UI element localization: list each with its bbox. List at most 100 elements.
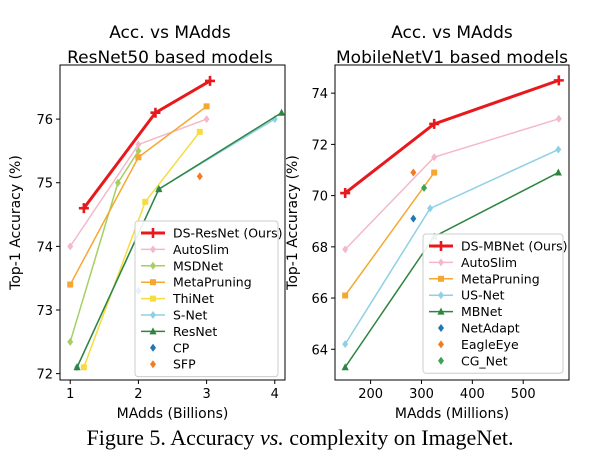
y-tick-label: 74 [36,240,53,255]
y-axis-label: Top-1 Accuracy (%) [8,155,24,291]
x-axis-label: MAdds (Millions) [395,406,509,422]
legend-label: MetaPruning [461,271,540,286]
plot-frame [59,64,286,381]
y-tick-label: 66 [311,292,328,307]
y-tick-label: 68 [311,241,328,256]
legend-label: US-Net [461,288,505,303]
legend-item: DS-MBNet (Ours) [429,239,568,254]
x-tick-label: 2 [134,387,142,402]
data-point-ds-mbnet-ours [429,118,440,129]
data-point-msdnet [67,337,74,346]
legend-marker [150,245,156,254]
data-point-ds-resnet-ours [78,203,89,214]
legend-label: MSDNet [173,258,223,273]
series-line-metapruning [344,172,435,296]
plot-frame [334,64,570,381]
data-point-msdnet [114,178,121,187]
x-tick-label: 3 [202,387,210,402]
data-point-us-net [555,145,562,154]
legend-label: MetaPruning [173,275,252,290]
data-point-autoslim [67,242,74,251]
data-point-autoslim [431,153,438,162]
legend-label: S-Net [173,308,207,323]
data-point-ds-mbnet-ours [553,75,564,86]
legend-item: EagleEye [438,337,519,352]
data-point-autoslim [342,245,349,254]
data-point-autoslim [555,114,562,123]
legend-marker [438,258,444,267]
chart-title-line: ResNet50 based models [67,48,273,68]
data-point-mbnet [554,168,562,176]
data-point-metapruning [431,169,438,176]
series-line-ds-resnet-ours [82,79,211,210]
data-point-metapruning [135,154,142,161]
data-point-metapruning [203,103,210,110]
data-point-resnet [277,108,286,116]
x-tick-label: 300 [409,387,434,402]
series-autoslim [67,115,210,251]
series-ds-resnet-ours [78,75,215,214]
data-point-us-net [427,204,434,213]
legend-label: MBNet [461,304,502,319]
legend-label: ThiNet [172,291,214,306]
series-cg-net [421,183,428,192]
series-eagleeye [410,168,417,177]
series-thinet [80,128,203,371]
data-point-ds-resnet-ours [205,75,215,86]
x-tick-label: 500 [511,387,536,402]
data-point-ds-mbnet-ours [340,188,351,199]
legend-label: SFP [173,357,196,372]
legend-item: MetaPruning [429,271,540,286]
legend-marker [436,241,446,251]
figure-caption: Figure 5. Accuracy vs. complexity on Ima… [0,425,600,451]
legend-item: MetaPruning [141,275,252,290]
series-metapruning [67,103,210,288]
caption-prefix: Figure 5. Accuracy [86,425,260,450]
y-axis-label: Top-1 Accuracy (%) [285,155,301,291]
data-point-eagleeye [410,168,417,177]
data-point-cg-net [421,183,428,192]
legend-label: AutoSlim [173,242,229,257]
legend-item: NetAdapt [438,321,520,336]
legend-marker [150,279,156,286]
caption-suffix: complexity on ImageNet. [283,425,514,450]
legend-box [422,233,564,374]
data-point-thinet [142,198,149,205]
chart-title-line: Acc. vs MAdds [109,23,231,43]
y-tick-label: 64 [311,343,328,358]
data-point-sfp [196,172,203,181]
legend-marker [150,360,156,369]
data-point-mbnet [341,363,349,371]
x-axis-label: MAdds (Billions) [117,406,229,422]
legend-marker [148,228,158,238]
legend-label: CP [173,340,190,355]
legend-marker [437,307,445,315]
data-point-resnet [73,363,81,371]
legend-marker [438,356,444,365]
x-tick-label: 4 [271,387,279,402]
series-msdnet [67,146,142,346]
legend-item: SFP [150,357,196,372]
chart-title-line: Acc. vs MAdds [391,23,513,43]
y-tick-label: 73 [36,304,53,319]
series-line-autoslim [344,118,560,250]
legend-marker [150,311,156,319]
series-resnet [73,108,286,371]
legend-label: CG_Net [461,353,508,368]
legend-item: ThiNet [141,291,214,306]
legend-item: DS-ResNet (Ours) [141,226,282,241]
mobilenetv1-chart: Acc. vs MAdds MobileNetV1 based models 200… [285,23,570,422]
data-point-thinet [80,364,87,371]
legend-label: NetAdapt [461,321,520,336]
y-tick-label: 72 [36,368,53,383]
resnet50-chart: Acc. vs MAdds ResNet50 based models 1 2 3 4 72… [8,23,286,422]
data-point-metapruning [342,292,349,299]
y-tick-label: 74 [311,87,328,102]
legend-box [134,220,279,378]
data-point-ds-resnet-ours [150,107,161,118]
x-tick-label: 1 [66,387,74,402]
x-tick-label: 400 [460,387,485,402]
legend-item: CG_Net [438,353,508,368]
legend-marker [438,291,444,300]
